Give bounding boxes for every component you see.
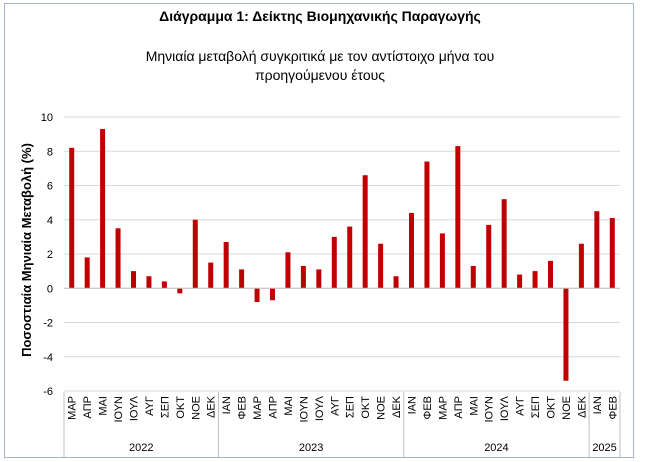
bar [100,128,106,289]
bar [285,252,291,289]
bar [578,243,584,289]
y-axis-label: Ποσοστιαία Μηνιαία Μεταβολή (%) [19,143,34,357]
x-tick-label: ΦΕΒ [422,396,434,419]
x-tick-label: ΙΑΝ [407,396,419,414]
y-tick-label: 4 [47,215,53,227]
x-tick-label: ΙΟΥΛ [314,395,326,421]
bar [84,257,90,289]
bar [316,269,322,289]
x-tick-label: ΔΕΚ [391,395,403,418]
x-tick-label: ΙΟΥΛ [499,395,511,421]
y-tick-label: 0 [47,283,53,295]
x-tick-label: ΜΑΙ [98,396,110,416]
bar [347,226,353,289]
chart-subtitle-line-2: προηγούμενου έτους [254,67,386,83]
x-tick-label: ΣΕΠ [345,396,357,418]
chart-title: Διάγραμμα 1: Δείκτης Βιομηχανικής Παραγω… [159,8,481,24]
bar [192,219,198,289]
x-tick-label: ΟΚΤ [175,396,187,419]
y-tick-label: 8 [47,146,53,158]
y-tick-label: 6 [47,181,53,193]
bar [439,233,445,289]
bar [563,288,569,381]
bar [501,199,507,289]
x-tick-label: ΑΥΓ [144,396,156,416]
bar [300,265,306,289]
year-label: 2024 [484,442,508,454]
x-tick-label: ΜΑΡ [437,396,449,420]
x-tick-label: ΣΕΠ [530,396,542,418]
x-tick-label: ΙΟΥΝ [113,396,125,423]
x-tick-label: ΔΕΚ [576,395,588,418]
x-tick-label: ΜΑΙ [468,396,480,416]
bar [115,228,121,289]
x-tick-label: ΝΟΕ [561,396,573,420]
year-label: 2022 [129,442,153,454]
bar [594,211,600,289]
x-tick-label: ΑΠΡ [268,396,280,419]
bar [161,281,167,289]
year-label: 2023 [299,442,323,454]
bar [254,288,260,302]
y-tick-label: -4 [43,352,53,364]
x-tick-label: ΑΠΡ [82,396,94,419]
x-tick-label: ΔΕΚ [206,395,218,418]
bar [69,147,75,289]
x-tick-label: ΙΑΝ [221,396,233,414]
y-tick-label: 2 [47,249,53,261]
y-tick-label: -2 [43,318,53,330]
bar [362,175,368,289]
bar [131,271,136,289]
bar [486,224,492,289]
bar [517,274,523,289]
bar [548,260,553,289]
x-tick-label: ΑΠΡ [453,396,465,419]
x-tick-label: ΙΑΝ [592,396,604,414]
x-tick-label: ΑΥΓ [329,396,341,416]
x-tick-label: ΙΟΥΝ [298,396,310,423]
x-tick-label: ΝΟΕ [190,396,202,420]
x-tick-label: ΜΑΡ [67,396,79,420]
x-tick-label: ΙΟΥΝ [484,396,496,423]
bar [455,146,461,289]
bar [270,288,275,301]
x-tick-label: ΑΥΓ [515,396,527,416]
bar [378,243,384,289]
x-tick-label: ΜΑΡ [252,396,264,420]
x-tick-label: ΣΕΠ [159,396,171,418]
x-tick-label: ΝΟΕ [376,396,388,420]
x-tick-label: ΜΑΙ [283,396,295,416]
year-label: 2025 [592,442,616,454]
bar [609,218,615,289]
chart-subtitle: Μηνιαία μεταβολή συγκριτικά με τον αντίσ… [0,47,640,85]
bar [223,242,229,289]
bar [393,276,399,289]
chart-subtitle-line-1: Μηνιαία μεταβολή συγκριτικά με τον αντίσ… [145,48,495,64]
y-tick-label: 10 [41,112,53,124]
bar [409,212,414,289]
bar [424,161,430,289]
bar [532,271,538,289]
x-tick-label: ΟΚΤ [360,396,372,419]
x-tick-label: ΦΕΒ [237,396,249,419]
bar [146,276,152,289]
bar [470,265,476,289]
x-tick-label: ΦΕΒ [607,396,619,419]
chart-frame [4,3,634,458]
bar [331,236,337,289]
x-tick-label: ΟΚΤ [546,396,558,419]
bar [208,262,214,289]
bar [177,288,183,294]
x-tick-label: ΙΟΥΛ [129,395,141,421]
bar [239,269,245,289]
y-tick-label: -6 [43,386,53,398]
